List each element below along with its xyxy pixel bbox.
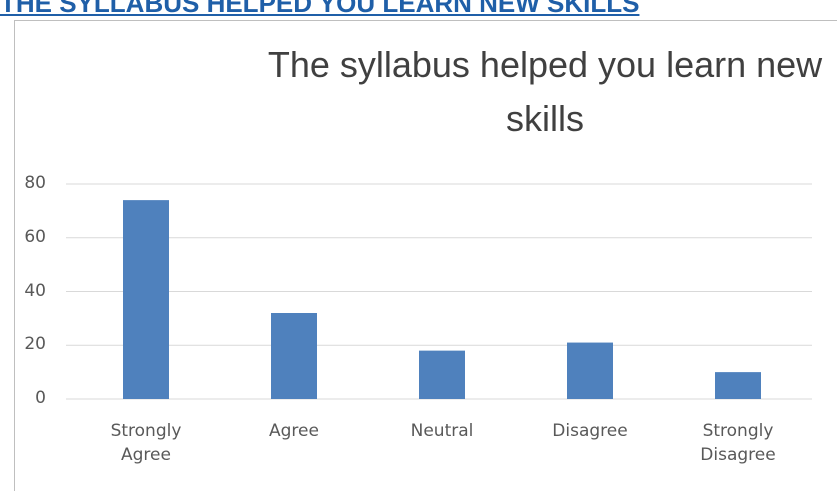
x-tick-label: Neutral [410,421,474,441]
y-tick-label: 0 [35,388,46,408]
x-tick-label: Disagree [552,421,628,441]
bar [567,342,613,399]
x-tick-label: Strongly Disagree [700,421,776,465]
y-tick-label: 40 [24,280,46,301]
bar [123,200,169,399]
chart [66,183,812,400]
chart-title: The syllabus helped you learn new skills [267,44,823,139]
x-tick-label: Agree [269,421,319,441]
page-heading: THE SYLLABUS HELPED YOU LEARN NEW SKILLS [0,0,640,18]
y-tick-label: 20 [24,334,46,355]
x-tick-label: Strongly Agree [110,421,182,465]
bar [419,350,465,399]
chart-frame [14,20,837,491]
y-tick-label: 60 [24,226,46,247]
bar [271,313,317,399]
y-tick-label: 80 [24,173,46,193]
bar [715,372,761,399]
